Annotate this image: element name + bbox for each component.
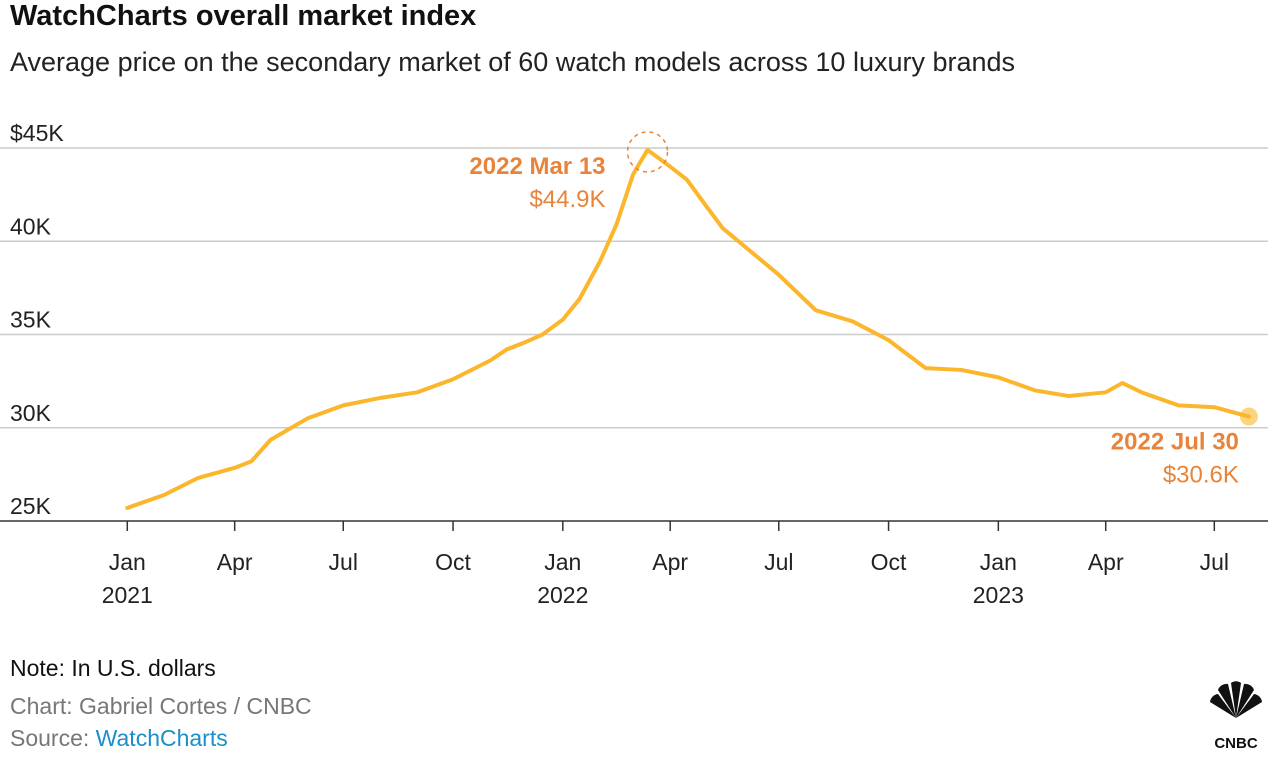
source-prefix: Source: (10, 725, 89, 751)
y-tick-label: 40K (10, 213, 52, 239)
x-tick-label: Apr (217, 549, 253, 575)
source-link[interactable]: WatchCharts (96, 725, 228, 751)
x-tick-label: Apr (652, 549, 688, 575)
x-tick-label: Jan (109, 549, 146, 575)
x-tick-label: Apr (1088, 549, 1124, 575)
x-tick-label: Jul (764, 549, 793, 575)
annotation-value: $30.6K (1163, 462, 1239, 489)
line (125, 147, 1251, 510)
credit: Chart: Gabriel Cortes / CNBC (10, 693, 312, 719)
y-tick-label: 25K (10, 493, 52, 519)
x-tick-label: Oct (435, 549, 471, 575)
logo-text: CNBC (1214, 735, 1257, 752)
annotation-marker (626, 131, 669, 173)
chart-title: WatchCharts overall market index (10, 0, 476, 32)
x-tick-year: 2023 (973, 582, 1024, 608)
cnbc-logo: CNBC (1210, 681, 1262, 752)
annotation-label: 2022 Mar 13 (469, 153, 605, 180)
y-tick-label: 30K (10, 400, 52, 426)
chart-subtitle: Average price on the secondary market of… (10, 47, 1015, 77)
y-tick-label: $45K (10, 120, 64, 146)
x-tick-label: Jul (329, 549, 358, 575)
note: Note: In U.S. dollars (10, 655, 216, 681)
x-tick-label: Jan (544, 549, 581, 575)
x-tick-year: 2021 (102, 582, 153, 608)
x-tick-label: Oct (871, 549, 907, 575)
x-tick-label: Jul (1200, 549, 1229, 575)
x-tick-year: 2022 (537, 582, 588, 608)
source: Source: WatchCharts (10, 725, 228, 751)
annotation-marker (1239, 407, 1258, 426)
annotation-label: 2022 Jul 30 (1111, 429, 1239, 456)
x-tick-label: Jan (980, 549, 1017, 575)
y-tick-label: 35K (10, 307, 52, 333)
annotation-value: $44.9K (529, 186, 605, 213)
